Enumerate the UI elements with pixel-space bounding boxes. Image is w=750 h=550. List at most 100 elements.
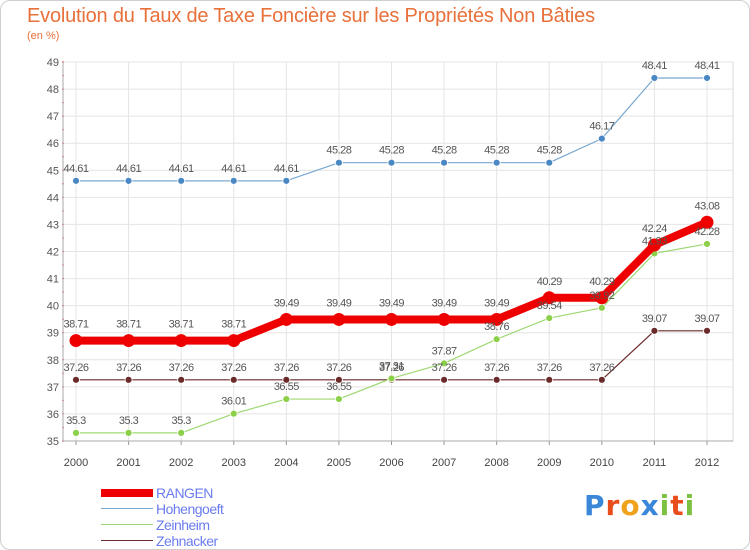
data-label-zeinheim: 35.3 (171, 415, 191, 427)
x-tick-label: 2011 (643, 457, 667, 469)
data-point-hohengoeft (597, 134, 606, 143)
y-tick-label: 41 (47, 274, 59, 286)
data-point-rangen (385, 312, 398, 326)
y-tick-label: 47 (47, 111, 59, 123)
y-tick-label: 46 (47, 138, 59, 150)
data-label-hohengoeft: 44.61 (169, 163, 194, 175)
legend-swatch-zeinheim (101, 524, 153, 525)
legend-label: RANGEN (156, 485, 213, 501)
y-tick-label: 42 (47, 247, 59, 259)
y-tick-label: 36 (47, 409, 59, 421)
data-label-zeinheim: 37.31 (379, 360, 404, 372)
data-point-hohengoeft (229, 176, 238, 185)
data-label-zeinheim: 41.93 (642, 235, 667, 247)
data-label-rangen: 40.29 (537, 276, 562, 288)
legend-item: Hohengoeft (101, 501, 321, 517)
chart-title: Evolution du Taux de Taxe Foncière sur l… (27, 5, 595, 27)
proxiti-logo: Proxiti (584, 489, 695, 522)
data-label-zehnacker: 37.26 (432, 362, 457, 374)
data-label-zeinheim: 36.55 (274, 381, 299, 393)
x-tick-label: 2006 (379, 457, 403, 469)
x-tick-label: 2003 (222, 457, 246, 469)
logo-letter: r (605, 489, 621, 522)
data-point-rangen (332, 312, 346, 326)
data-point-zehnacker (282, 375, 291, 384)
x-tick-label: 2012 (695, 457, 719, 469)
data-label-zeinheim: 39.54 (537, 300, 562, 312)
data-label-zehnacker: 37.26 (221, 362, 246, 374)
data-point-zeinheim (335, 395, 343, 403)
x-tick-label: 2010 (590, 457, 614, 469)
data-label-rangen: 38.71 (169, 319, 194, 331)
data-label-rangen: 39.49 (274, 297, 299, 309)
y-tick-label: 38 (47, 355, 59, 367)
data-label-rangen: 39.49 (326, 297, 351, 309)
legend: RANGEN Hohengoeft Zeinheim Zehnacker (101, 485, 321, 549)
data-label-zeinheim: 39.92 (589, 290, 614, 302)
data-point-rangen (227, 334, 241, 348)
x-tick-label: 2002 (169, 457, 193, 469)
data-point-hohengoeft (440, 158, 448, 167)
legend-swatch-rangen (101, 489, 153, 497)
data-point-hohengoeft (545, 158, 554, 167)
data-point-zehnacker (703, 326, 711, 335)
data-point-hohengoeft (492, 158, 501, 167)
data-label-hohengoeft: 45.28 (537, 145, 562, 157)
data-point-zeinheim (703, 240, 711, 248)
data-label-zeinheim: 42.28 (694, 226, 719, 238)
data-point-zehnacker (72, 375, 80, 384)
data-point-zehnacker (335, 375, 343, 384)
data-point-hohengoeft (124, 176, 133, 185)
data-point-hohengoeft (177, 176, 186, 185)
y-tick-label: 39 (47, 328, 59, 340)
data-point-rangen (595, 291, 609, 305)
y-tick-label: 35 (47, 436, 59, 448)
data-label-zehnacker: 37.26 (169, 362, 194, 374)
legend-swatch-hohengoeft (101, 508, 153, 509)
data-label-zeinheim: 35.3 (66, 415, 86, 427)
logo-letter: P (584, 489, 606, 522)
data-label-hohengoeft: 45.28 (432, 145, 457, 157)
data-point-rangen (490, 312, 504, 326)
data-label-zehnacker: 37.26 (484, 362, 509, 374)
y-tick-label: 43 (47, 219, 59, 231)
data-point-zeinheim (440, 359, 448, 368)
data-point-hohengoeft (282, 176, 291, 185)
legend-swatch-zehnacker (101, 540, 153, 541)
data-point-zeinheim (72, 428, 80, 437)
data-point-rangen (437, 312, 451, 326)
data-label-zehnacker: 39.07 (694, 313, 719, 325)
data-label-zeinheim: 36.55 (326, 381, 351, 393)
y-tick-label: 48 (47, 84, 59, 96)
data-point-zehnacker (545, 375, 554, 384)
data-label-rangen: 43.08 (694, 200, 719, 212)
data-label-zehnacker: 37.26 (63, 362, 88, 374)
logo-letter: i (659, 489, 671, 522)
data-label-zehnacker: 37.26 (274, 362, 299, 374)
data-label-zeinheim: 37.87 (432, 345, 457, 357)
data-label-hohengoeft: 45.28 (379, 145, 404, 157)
data-label-rangen: 39.49 (432, 297, 457, 309)
logo-letter: t (670, 489, 685, 522)
data-point-rangen (647, 238, 661, 252)
data-label-hohengoeft: 45.28 (326, 145, 351, 157)
x-tick-label: 2005 (327, 457, 351, 469)
data-label-hohengoeft: 44.61 (274, 163, 299, 175)
data-point-hohengoeft (387, 158, 396, 167)
data-label-zehnacker: 37.26 (537, 362, 562, 374)
data-label-hohengoeft: 46.17 (589, 121, 614, 133)
data-label-zehnacker: 37.26 (326, 362, 351, 374)
x-tick-label: 2004 (274, 457, 298, 469)
legend-item: Zehnacker (101, 533, 321, 549)
data-label-hohengoeft: 45.28 (484, 145, 509, 157)
y-tick-label: 37 (47, 382, 59, 394)
x-tick-label: 2009 (537, 457, 561, 469)
y-tick-label: 40 (47, 301, 59, 313)
data-point-zeinheim (124, 428, 133, 437)
logo-letter: o (620, 489, 641, 522)
data-label-hohengoeft: 44.61 (63, 163, 88, 175)
data-point-zehnacker (124, 375, 133, 384)
data-point-zehnacker (440, 375, 448, 384)
data-point-rangen (542, 291, 556, 305)
